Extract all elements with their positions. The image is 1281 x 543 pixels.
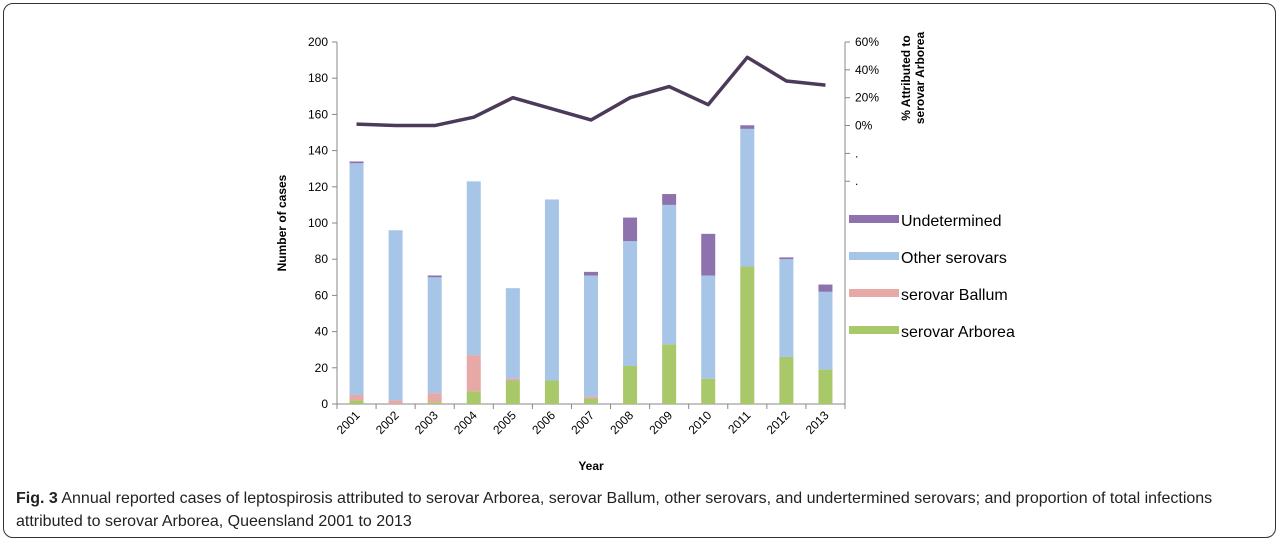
bar-segment: [505, 378, 520, 381]
line-series: [356, 55, 826, 128]
y2-tick-label: .: [855, 146, 858, 160]
bar-segment: [740, 125, 755, 129]
bar-segment: [544, 380, 559, 404]
y-tick-label: 100: [308, 216, 328, 230]
bar-segment: [662, 344, 677, 404]
bar-segment: [544, 199, 559, 381]
x-tick-label: 2001: [334, 408, 363, 437]
bar-segment: [701, 378, 716, 404]
bar-segment: [466, 181, 481, 356]
legend-label: Other serovars: [901, 250, 1007, 267]
legend-swatch: [849, 215, 899, 223]
bar-segment: [349, 394, 364, 401]
bar-segment: [818, 291, 833, 370]
bar-segment: [584, 271, 598, 276]
bar-segment: [349, 163, 364, 395]
legend-label: serovar Arborea: [901, 324, 1015, 341]
legend-swatch: [849, 289, 899, 297]
x-tick-label: 2009: [646, 408, 675, 437]
x-tick-label: 2003: [412, 408, 441, 437]
y-tick-label: 140: [308, 144, 328, 158]
bar-segment: [623, 217, 638, 242]
bar-segment: [740, 128, 755, 267]
bar-segment: [584, 396, 598, 399]
x-axis-title: Year: [578, 459, 604, 473]
bar-segment: [623, 241, 638, 366]
y-tick-label: 160: [308, 107, 328, 121]
y-tick-label: 40: [315, 325, 329, 339]
bar-segment: [740, 266, 755, 404]
legend-swatch: [849, 326, 899, 334]
bar-segment: [818, 369, 833, 404]
caption-text: Annual reported cases of leptospirosis a…: [16, 490, 1213, 530]
x-tick-label: 2008: [607, 408, 636, 437]
bar-segment: [349, 400, 364, 404]
x-tick-label: 2005: [490, 408, 519, 437]
y2-tick-label: .: [855, 174, 858, 188]
y2-axis-title: serovar Arborea: [913, 32, 927, 125]
x-tick-label: 2010: [686, 408, 715, 437]
bar-segment: [505, 288, 520, 379]
figure-frame: [3, 3, 1276, 538]
y-tick-label: 80: [315, 252, 329, 266]
bar-segment: [818, 284, 833, 292]
y-tick-label: 60: [315, 288, 329, 302]
x-tick-label: 2013: [803, 408, 832, 437]
bar-segment: [427, 277, 442, 394]
bar-segment: [701, 233, 716, 276]
x-tick-label: 2011: [725, 408, 753, 436]
bar-segment: [701, 275, 716, 379]
bar-segment: [662, 194, 677, 205]
bar-segment: [349, 161, 364, 164]
bar-segment: [427, 393, 442, 403]
y2-tick-label: 60%: [855, 35, 879, 49]
caption: Fig. 3 Annual reported cases of leptospi…: [16, 487, 1256, 533]
bar-segment: [779, 259, 794, 357]
bar-segment: [584, 275, 598, 397]
legend-label: Undetermined: [901, 213, 1002, 230]
y-tick-label: 0: [321, 397, 328, 411]
legend-swatch: [849, 252, 899, 260]
legend-label: serovar Ballum: [901, 287, 1008, 304]
x-tick-label: 2012: [764, 408, 793, 437]
bar-segment: [388, 400, 403, 404]
y2-tick-label: 0%: [855, 119, 873, 133]
bar-segment: [466, 355, 481, 392]
bar-segment: [427, 275, 442, 278]
bar-segment: [388, 230, 403, 401]
caption-label: Fig. 3: [16, 490, 58, 507]
bar-segment: [662, 204, 677, 345]
bar-segment: [584, 398, 598, 404]
bar-segment: [427, 402, 442, 404]
bar-segment: [466, 391, 481, 404]
y-tick-label: 200: [308, 35, 328, 49]
bar-segment: [623, 365, 638, 404]
y-tick-label: 180: [308, 71, 328, 85]
chart: 0 20 40 60 80 100 120 140 160 180 200.. 0% 20% 40% 60%…: [275, 32, 1015, 473]
y2-tick-label: 20%: [855, 91, 879, 105]
bar-segment: [779, 257, 794, 260]
bar-segment: [779, 356, 794, 404]
x-tick-label: 2007: [568, 408, 597, 437]
y-tick-label: 20: [315, 361, 329, 375]
x-tick-label: 2004: [451, 408, 480, 437]
y-tick-label: 120: [308, 180, 328, 194]
y2-tick-label: 40%: [855, 63, 879, 77]
x-tick-label: 2002: [373, 408, 402, 437]
y-axis-title: Number of cases: [275, 174, 289, 271]
x-tick-label: 2006: [529, 408, 558, 437]
bar-segment: [505, 380, 520, 404]
y2-axis-title: % Attributed to: [899, 35, 913, 121]
